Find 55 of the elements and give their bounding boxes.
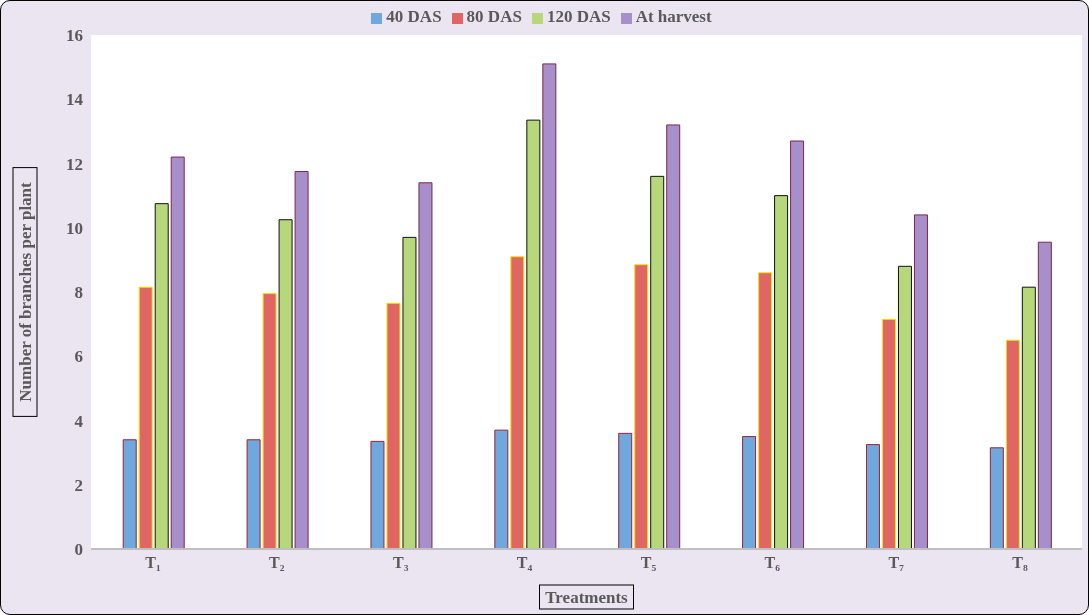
y-tick-label: 16 [66, 26, 83, 46]
x-tick-label: T₄ [516, 554, 533, 572]
x-tick-label: T₇ [888, 554, 905, 572]
bar [1037, 241, 1052, 549]
x-tick-label: T₅ [640, 554, 657, 572]
bar [278, 219, 293, 549]
legend-label: At harvest [635, 7, 712, 26]
bar [1005, 339, 1020, 549]
bar [742, 436, 757, 549]
bar [881, 318, 896, 549]
legend-label: 80 DAS [466, 7, 522, 26]
bar [913, 214, 928, 549]
y-tick-label: 0 [74, 540, 83, 560]
legend-label: 40 DAS [386, 7, 442, 26]
x-tick-label: T₈ [1012, 554, 1028, 572]
bar [897, 265, 912, 549]
bar [865, 444, 880, 549]
y-tick-label: 14 [66, 90, 84, 110]
bar [526, 119, 541, 549]
bar [246, 439, 261, 549]
bar [542, 63, 557, 549]
bar [122, 439, 137, 549]
bar [170, 156, 185, 549]
bar [494, 429, 509, 549]
bar [666, 124, 681, 549]
legend-label: 120 DAS [546, 7, 611, 26]
bar [650, 175, 665, 549]
bar [634, 264, 649, 549]
bar [262, 293, 277, 549]
y-tick-label: 4 [74, 411, 84, 431]
bar [510, 256, 525, 549]
bar [138, 286, 153, 549]
x-tick-label: T₁ [145, 554, 161, 572]
y-tick-label: 8 [74, 283, 83, 303]
bar [618, 432, 633, 549]
y-tick-label: 12 [66, 154, 83, 174]
bar [790, 140, 805, 549]
bar [758, 272, 773, 549]
bar [989, 447, 1004, 549]
bar [294, 171, 309, 549]
bar [1021, 286, 1036, 549]
x-tick-label: T₆ [764, 554, 781, 572]
y-tick-label: 10 [66, 218, 83, 238]
bar [418, 182, 433, 549]
y-axis-title: Number of branches per plant [15, 181, 35, 402]
y-tick-label: 6 [74, 347, 83, 367]
bar [774, 195, 789, 549]
bar [154, 203, 169, 549]
x-tick-label: T₃ [392, 554, 409, 572]
x-tick-label: T₂ [269, 554, 285, 572]
bar [370, 440, 385, 549]
x-axis-title: Treatments [545, 587, 629, 607]
bar [402, 236, 417, 549]
bar [386, 302, 401, 549]
y-tick-label: 2 [74, 475, 83, 495]
